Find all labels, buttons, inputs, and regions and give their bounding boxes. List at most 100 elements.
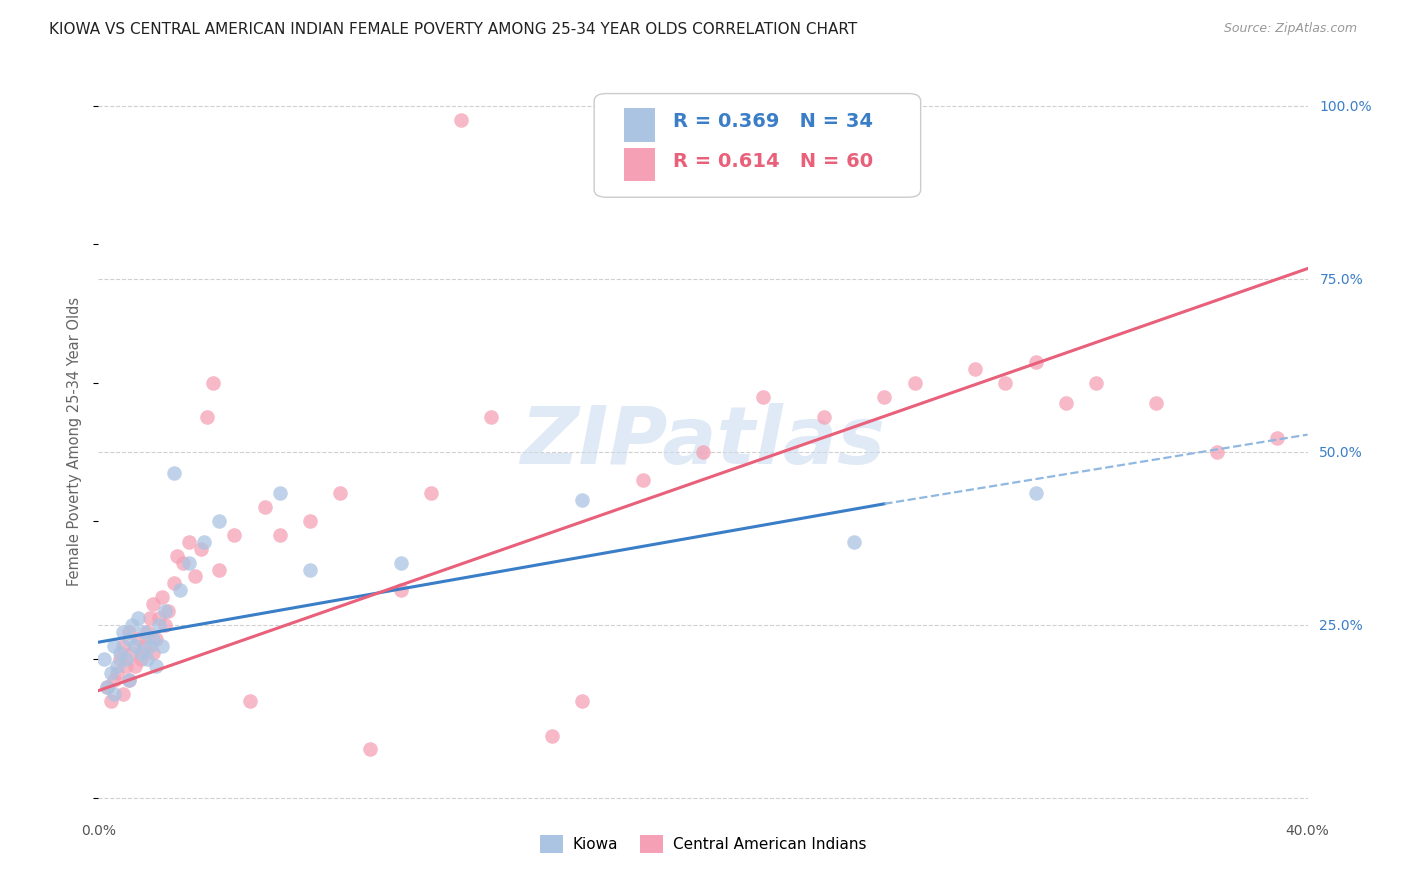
Point [103, 639, 125, 653]
Point [139, 639, 162, 653]
Point [111, 687, 134, 701]
Point [1024, 355, 1046, 369]
Point [103, 673, 125, 688]
Point [571, 694, 593, 708]
Point [752, 390, 775, 404]
Point [540, 729, 562, 743]
Point [129, 652, 152, 666]
Text: R = 0.614   N = 60: R = 0.614 N = 60 [672, 153, 873, 171]
Point [193, 534, 215, 549]
Point [360, 742, 382, 756]
Point [994, 376, 1017, 390]
Point [96, 680, 118, 694]
Point [93, 652, 115, 666]
Point [873, 390, 896, 404]
Point [139, 611, 162, 625]
Point [100, 666, 122, 681]
Point [118, 673, 141, 688]
FancyBboxPatch shape [624, 108, 655, 142]
Point [96, 680, 118, 694]
Point [163, 466, 186, 480]
Point [142, 646, 165, 660]
Point [179, 556, 201, 570]
Point [153, 618, 176, 632]
Point [103, 687, 125, 701]
Point [150, 591, 173, 605]
Point [135, 624, 157, 639]
Point [148, 618, 170, 632]
FancyBboxPatch shape [624, 147, 655, 181]
Text: ZIPatlas: ZIPatlas [520, 402, 886, 481]
Point [145, 632, 167, 646]
Point [111, 624, 134, 639]
Point [129, 646, 152, 660]
Point [965, 362, 987, 376]
Point [1085, 376, 1108, 390]
Point [1144, 396, 1167, 410]
Point [1024, 486, 1046, 500]
Point [329, 486, 352, 500]
Point [145, 659, 167, 673]
Point [124, 639, 146, 653]
Point [150, 639, 173, 653]
Point [631, 473, 654, 487]
Point [105, 659, 128, 673]
Point [1267, 431, 1289, 445]
Point [124, 659, 146, 673]
Point [108, 652, 131, 666]
Point [114, 659, 136, 673]
Point [172, 556, 194, 570]
Point [142, 632, 165, 646]
Point [692, 445, 714, 459]
Point [118, 624, 141, 639]
Point [166, 549, 188, 563]
Point [208, 563, 231, 577]
Point [108, 646, 131, 660]
Point [571, 493, 593, 508]
Point [844, 534, 866, 549]
Point [299, 563, 322, 577]
Point [1206, 445, 1229, 459]
Point [153, 604, 176, 618]
Point [163, 576, 186, 591]
Point [389, 583, 412, 598]
Point [100, 694, 122, 708]
Point [121, 618, 143, 632]
Point [269, 528, 291, 542]
Point [239, 694, 262, 708]
Point [389, 556, 412, 570]
Text: KIOWA VS CENTRAL AMERICAN INDIAN FEMALE POVERTY AMONG 25-34 YEAR OLDS CORRELATIO: KIOWA VS CENTRAL AMERICAN INDIAN FEMALE … [49, 22, 858, 37]
Point [148, 611, 170, 625]
Point [179, 534, 201, 549]
Point [202, 376, 225, 390]
Point [127, 632, 149, 646]
Point [118, 632, 141, 646]
Point [111, 639, 134, 653]
Y-axis label: Female Poverty Among 25-34 Year Olds: Female Poverty Among 25-34 Year Olds [67, 297, 83, 586]
Point [420, 486, 443, 500]
Point [1054, 396, 1077, 410]
Legend: Kiowa, Central American Indians: Kiowa, Central American Indians [534, 829, 872, 860]
Text: R = 0.369   N = 34: R = 0.369 N = 34 [672, 112, 873, 131]
Point [127, 611, 149, 625]
Point [208, 514, 231, 528]
Point [142, 597, 165, 611]
Point [269, 486, 291, 500]
Point [813, 410, 835, 425]
Point [450, 112, 472, 127]
Point [184, 569, 207, 583]
FancyBboxPatch shape [595, 94, 921, 197]
Point [253, 500, 276, 515]
Point [132, 624, 155, 639]
Point [904, 376, 927, 390]
Point [132, 639, 155, 653]
Point [481, 410, 503, 425]
Point [105, 666, 128, 681]
Point [299, 514, 322, 528]
Point [224, 528, 246, 542]
Text: Source: ZipAtlas.com: Source: ZipAtlas.com [1223, 22, 1357, 36]
Point [169, 583, 191, 598]
Point [135, 652, 157, 666]
Point [156, 604, 179, 618]
Point [118, 673, 141, 688]
